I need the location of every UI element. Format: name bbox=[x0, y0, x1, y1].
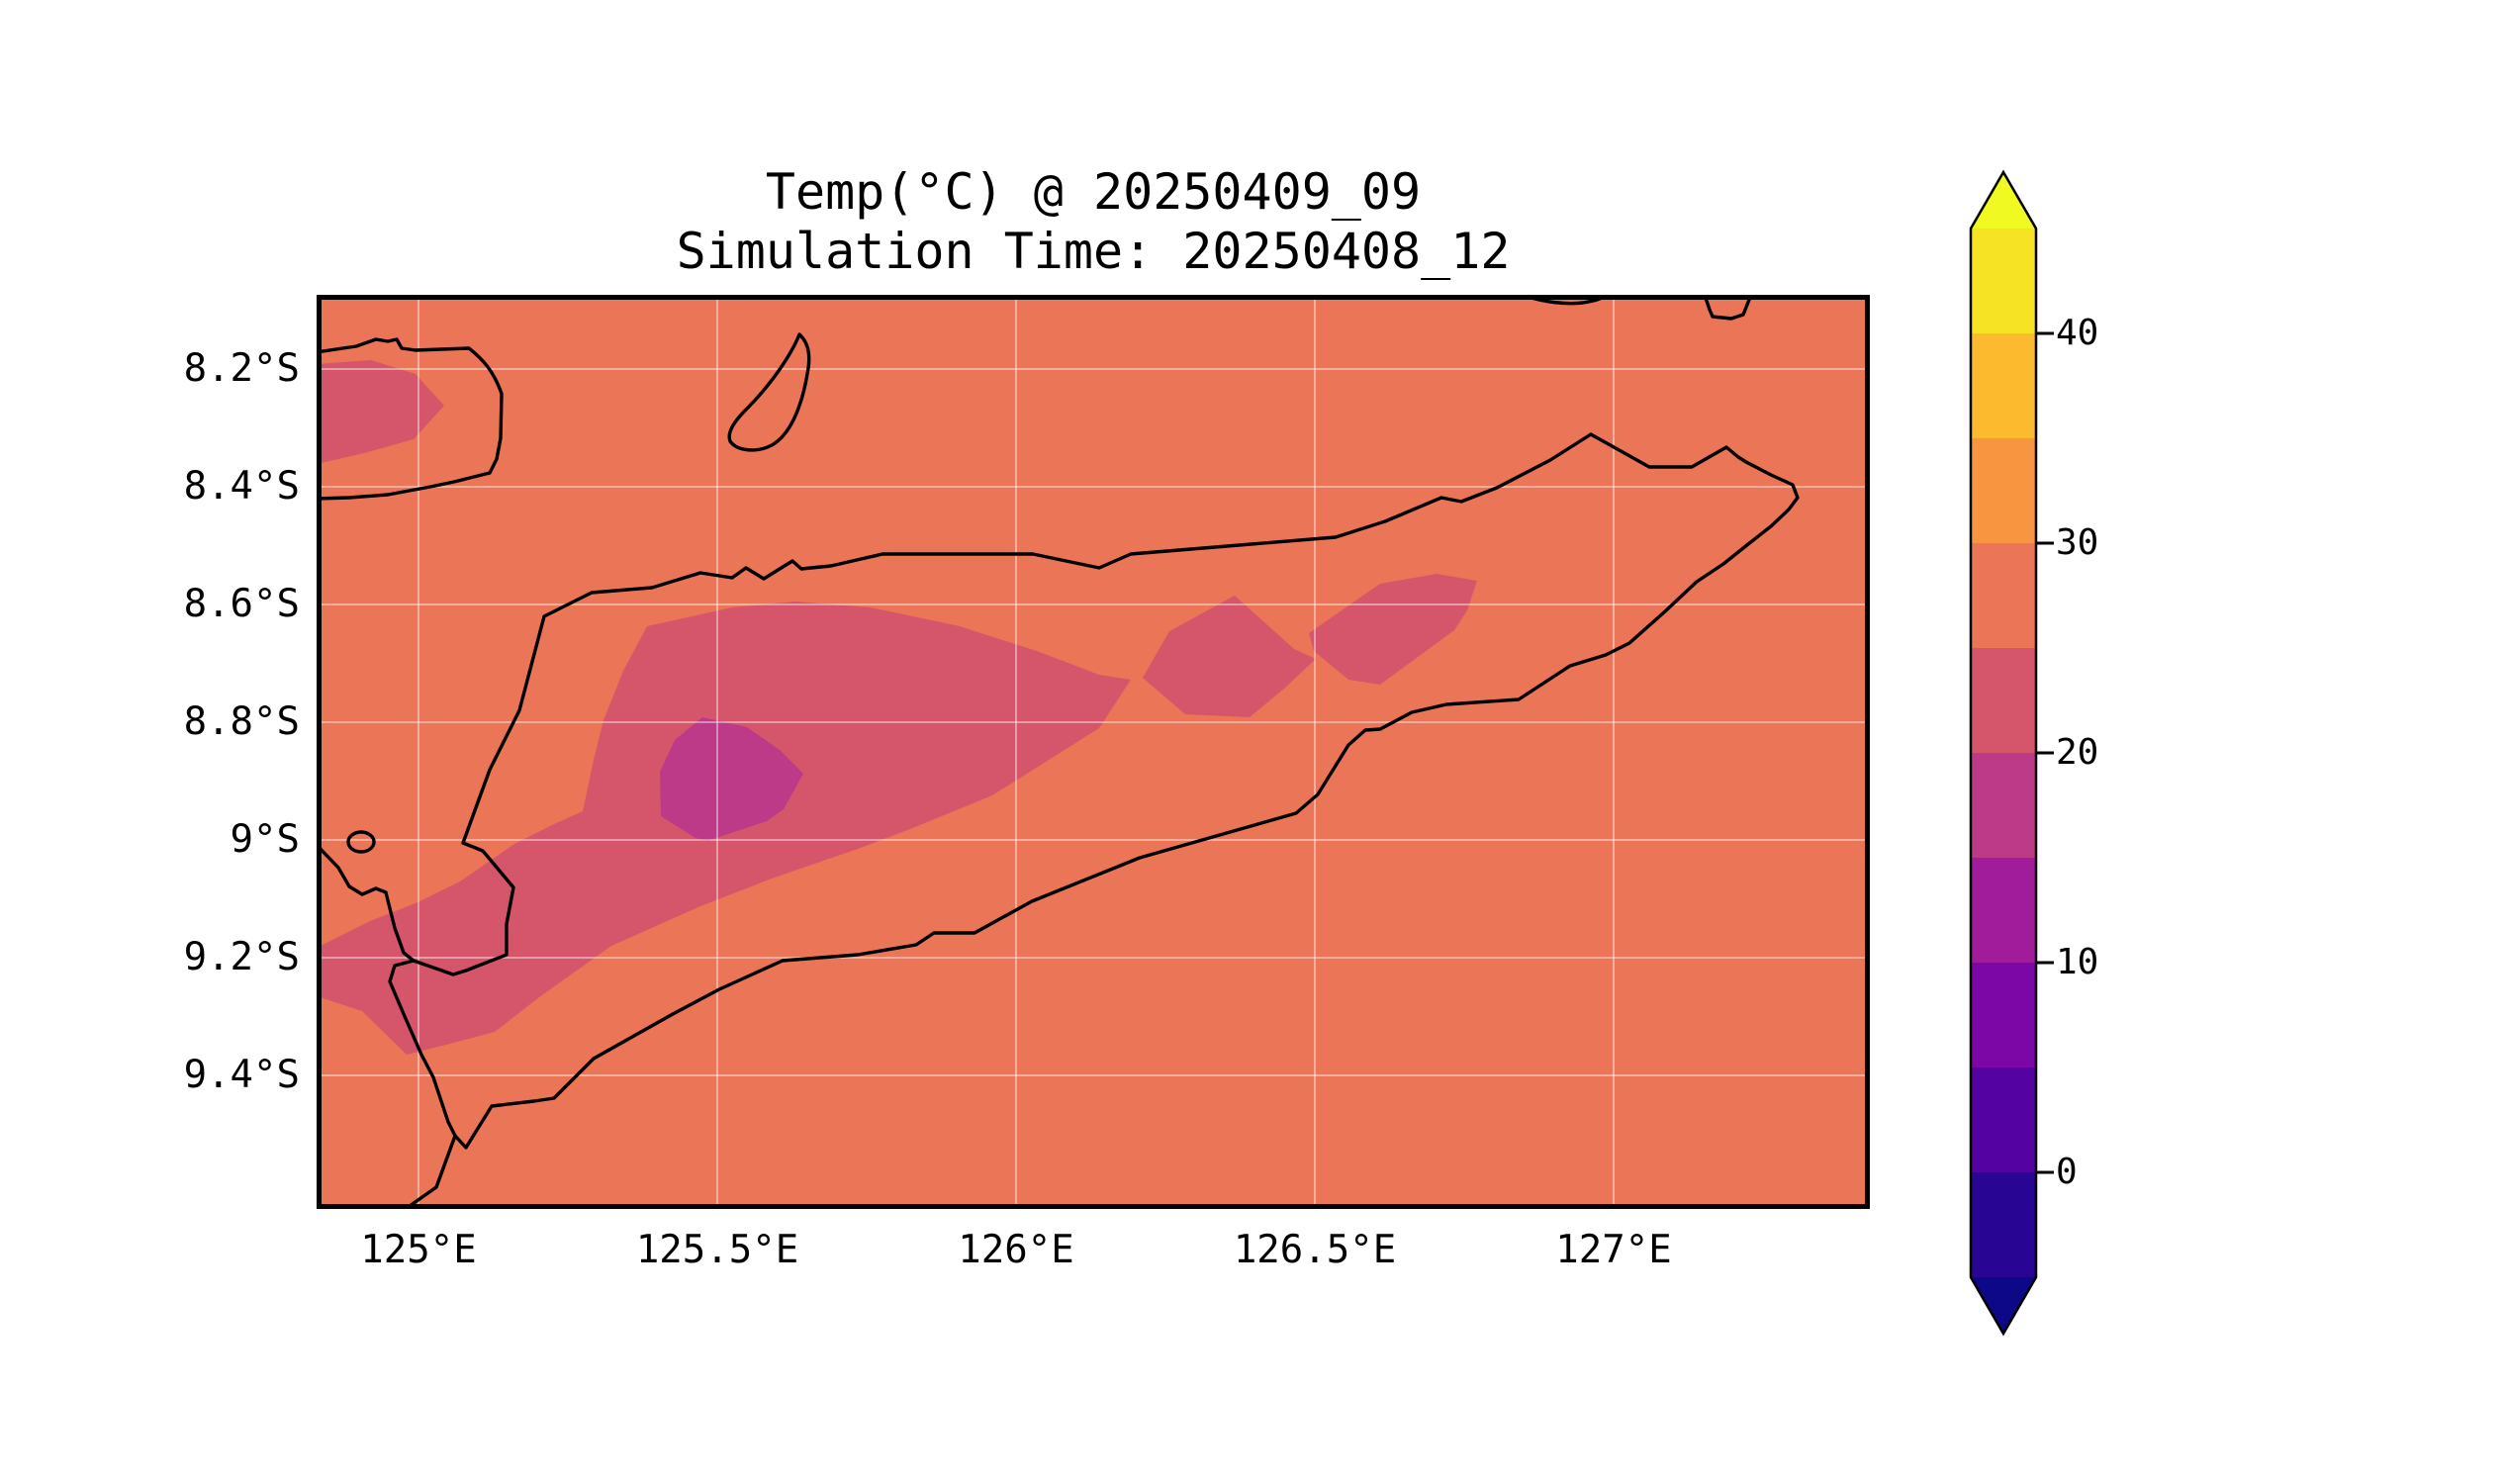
lat-tick-label: 8.2°S bbox=[183, 346, 300, 391]
colorbar-tick-label: 30 bbox=[2056, 522, 2099, 563]
lat-tick-label: 8.8°S bbox=[183, 699, 300, 744]
plot-subtitle: Simulation Time: 20250408_12 bbox=[676, 223, 1511, 280]
colorbar-outline bbox=[1969, 169, 2038, 1337]
contour-map-svg bbox=[315, 293, 1870, 1211]
lat-tick-label: 9°S bbox=[230, 817, 300, 862]
contour-band-15-20-cold-core bbox=[660, 717, 803, 841]
map-plot-area bbox=[315, 293, 1870, 1211]
lat-tick-label: 8.4°S bbox=[183, 464, 300, 509]
contour-band-20-25-east-lobe-right bbox=[1309, 574, 1477, 685]
colorbar-tick-label: 40 bbox=[2056, 313, 2099, 353]
plot-title: Temp(°C) @ 20250409_09 bbox=[765, 163, 1422, 221]
northwest-island-fragment-coastline bbox=[315, 337, 504, 501]
lon-tick-label: 125°E bbox=[360, 1228, 477, 1272]
colorbar-tick-marks bbox=[2036, 331, 2054, 1174]
contour-band-20-25-east-lobe-left bbox=[1143, 596, 1316, 717]
northeast-corner-island-fragment bbox=[1703, 293, 1753, 321]
lat-tick-label: 8.6°S bbox=[183, 582, 300, 626]
tiny-islet-outline bbox=[346, 830, 376, 854]
colorbar-tick-label: 0 bbox=[2056, 1152, 2078, 1192]
contour-band-20-25-northwest-blob bbox=[317, 360, 444, 464]
plot-border-spine bbox=[317, 295, 1870, 1209]
lon-tick-label: 127°E bbox=[1555, 1228, 1672, 1272]
colorbar-extend-over-arrow bbox=[1971, 172, 2036, 229]
colorbar-bands bbox=[1971, 229, 2036, 1277]
lon-tick-label: 125.5°E bbox=[635, 1228, 799, 1272]
colorbar bbox=[1969, 169, 2054, 1337]
west-edge-coast-piece bbox=[315, 843, 416, 963]
lat-tick-label: 9.2°S bbox=[183, 935, 300, 979]
small-island-coastline bbox=[727, 332, 811, 452]
lat-tick-label: 9.4°S bbox=[183, 1053, 300, 1097]
colorbar-tick-label: 10 bbox=[2056, 942, 2099, 982]
lon-tick-label: 126°E bbox=[958, 1228, 1074, 1272]
contour-band-25-30-background bbox=[317, 295, 1870, 1209]
lon-tick-label: 126.5°E bbox=[1233, 1228, 1397, 1272]
timor-island-coastline bbox=[388, 432, 1800, 1150]
colorbar-tick-label: 20 bbox=[2056, 732, 2099, 773]
colorbar-extend-under-arrow bbox=[1971, 1277, 2036, 1334]
graticule-gridlines bbox=[317, 295, 1870, 1209]
